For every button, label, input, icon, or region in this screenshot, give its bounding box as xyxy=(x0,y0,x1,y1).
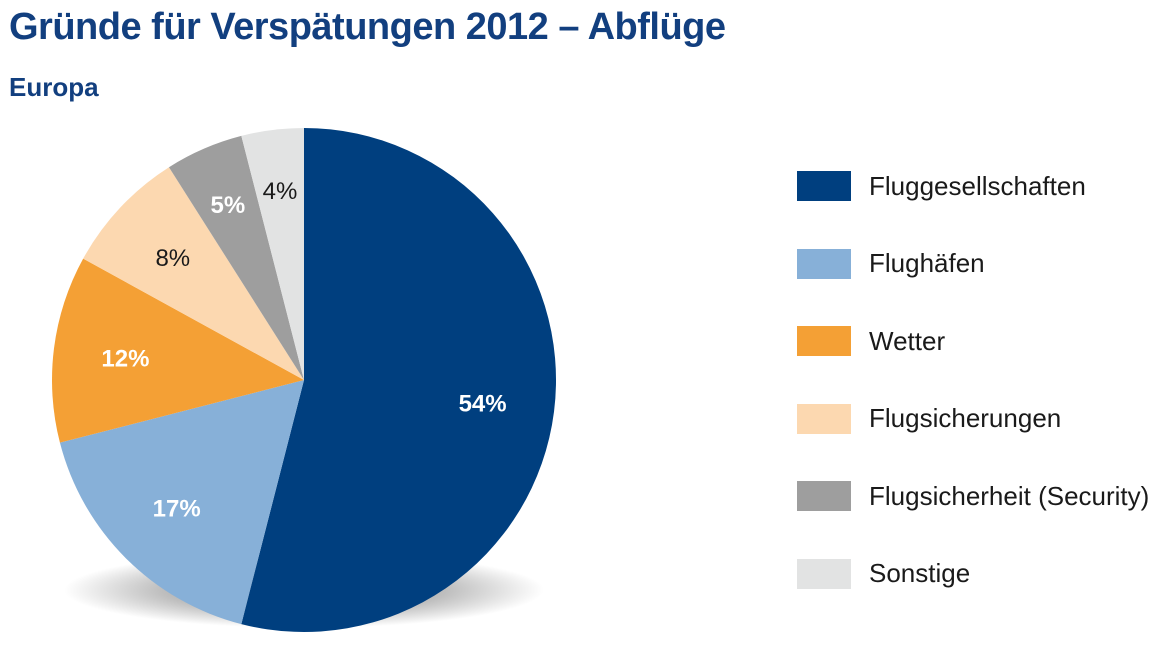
pie-value-label-wetter: 12% xyxy=(101,345,149,372)
legend-label: Fluggesellschaften xyxy=(869,170,1086,201)
pie-value-label-flugsicherheit-security: 5% xyxy=(211,192,246,219)
legend-label: Sonstige xyxy=(869,558,971,588)
chart-title: Gründe für Verspätungen 2012 – Abflüge xyxy=(9,6,726,48)
legend-item-sonstige: Sonstige xyxy=(797,558,970,590)
legend-label: Wetter xyxy=(869,325,946,356)
pie-slice-fluggesellschaften xyxy=(241,128,557,632)
legend-swatch xyxy=(797,481,851,511)
pie-slice-flugsicherheit-security xyxy=(168,135,304,380)
legend-swatch xyxy=(797,248,851,279)
legend-swatch xyxy=(797,558,851,589)
pie-value-label-fluggesellschaften: 54% xyxy=(459,391,507,418)
pie-value-label-flugsicherungen: 8% xyxy=(155,245,190,272)
legend-label: Flughäfen xyxy=(869,248,985,278)
legend-item-flughaefen: Flughäfen xyxy=(797,248,985,280)
pie-slice-flughaefen xyxy=(59,380,304,625)
legend-swatch xyxy=(797,326,851,356)
legend-swatch xyxy=(797,171,851,201)
pie-slices xyxy=(52,128,557,632)
pie-slice-flugsicherungen xyxy=(83,167,304,380)
pie-slice-sonstige xyxy=(241,128,304,380)
legend-item-wetter: Wetter xyxy=(797,325,945,357)
legend-item-flugsicherheit-security: Flugsicherheit (Security) xyxy=(797,480,1149,512)
legend-item-fluggesellschaften: Fluggesellschaften xyxy=(797,170,1086,202)
legend-swatch xyxy=(797,403,851,434)
pie-value-labels: 54% 17% 12% 8% 5% 4% xyxy=(101,178,506,522)
legend-label: Flugsicherheit (Security) xyxy=(869,480,1150,511)
pie-value-label-flughaefen: 17% xyxy=(153,495,201,522)
legend-label: Flugsicherungen xyxy=(869,403,1062,433)
legend-item-flugsicherungen: Flugsicherungen xyxy=(797,403,1061,435)
pie-slice-wetter xyxy=(52,258,304,443)
chart-subtitle: Europa xyxy=(9,72,99,102)
pie-value-label-sonstige: 4% xyxy=(263,178,298,205)
